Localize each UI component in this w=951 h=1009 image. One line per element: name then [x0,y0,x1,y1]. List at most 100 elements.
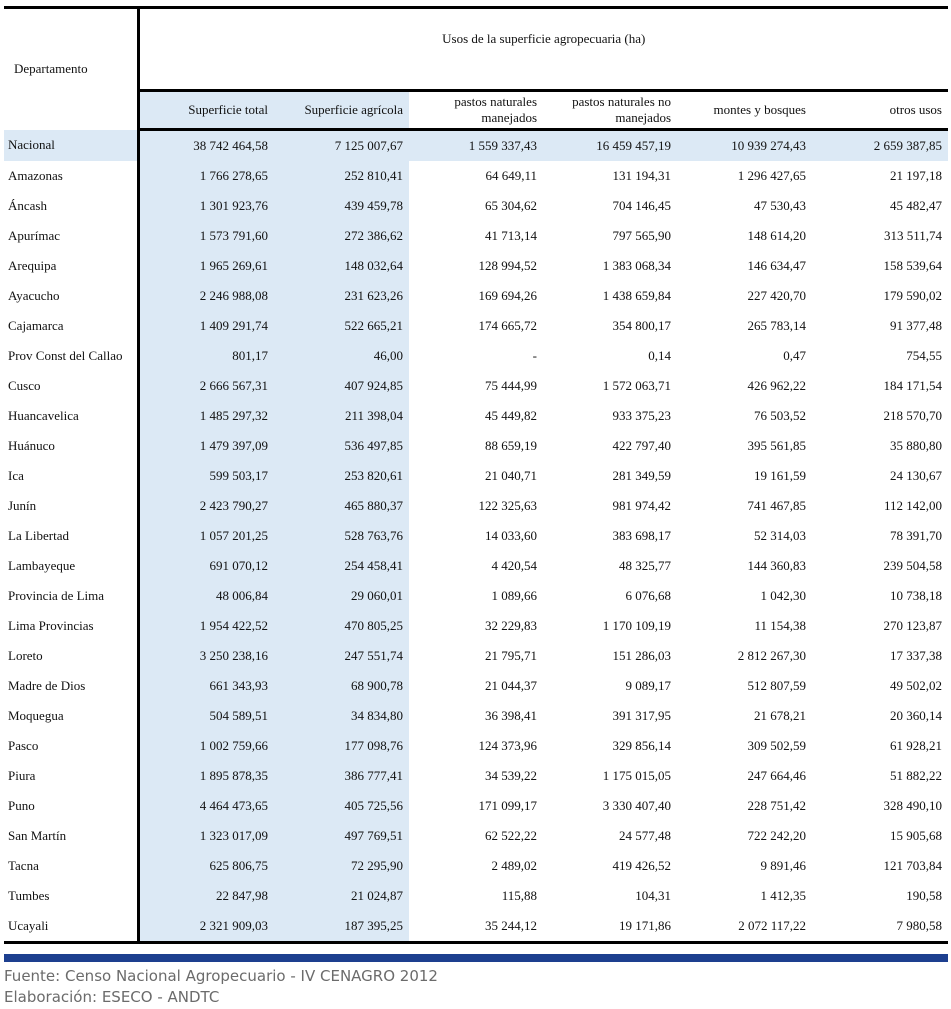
cell-value: 104,31 [635,888,671,903]
cell-departamento: Junín [4,491,140,521]
cell-value: 281 349,59 [612,468,672,483]
cell-value: 1 766 278,65 [138,161,274,191]
cell-departamento: La Libertad [4,521,140,551]
cell-value: 19 171,86 [543,911,677,944]
cell-departamento: Puno [4,791,140,821]
cell-departamento: Amazonas [4,161,140,191]
cell-value: 24 577,48 [619,828,671,843]
cell-departamento: Apurímac [4,221,140,251]
cell-value: 1 042,30 [760,588,807,603]
cell-value: 131 194,31 [612,168,672,183]
cell-value: 439 459,78 [274,191,409,221]
cell-value: 422 797,40 [612,438,672,453]
cell-departamento: Loreto [4,641,140,671]
header-montes-bosques: montes y bosques [677,90,812,131]
cell-value: 20 360,14 [890,708,942,723]
cell-value: 231 623,26 [274,281,409,311]
cell-value: 625 806,75 [138,851,274,881]
cell-value: 48 325,77 [619,558,671,573]
cell-value: 1 002 759,66 [138,731,274,761]
cell-value: 309 502,59 [747,738,807,753]
cell-value: 395 561,85 [747,438,807,453]
cell-value: 24 130,67 [890,468,942,483]
cell-value: 512 807,59 [747,678,807,693]
cell-value: 91 377,48 [890,318,942,333]
cell-value: 2 423 790,27 [138,491,274,521]
cell-value: 254 458,41 [274,551,409,581]
cell-departamento: Piura [4,761,140,791]
table-row: Provincia de Lima 48 006,84 29 060,01 1 089… [4,581,948,611]
cell-value: 3 250 238,16 [138,641,274,671]
cell-value: 75 444,99 [485,378,537,393]
cell-value: 497 769,51 [274,821,409,851]
table-row: Ica 599 503,17 253 820,61 21 040,71 281 349,… [4,461,948,491]
table-row: Huancavelica 1 485 297,32 211 398,04 45 449… [4,401,948,431]
table-row: Cajamarca 1 409 291,74 522 665,21 174 665,7… [4,311,948,341]
cell-value: 661 343,93 [138,671,274,701]
cell-departamento: Tacna [4,851,140,881]
table-row: Tacna 625 806,75 72 295,90 2 489,02 419 426,… [4,851,948,881]
table-row: Loreto 3 250 238,16 247 551,74 21 795,71 151… [4,641,948,671]
cell-value: 121 703,84 [883,858,943,873]
header-group-usos: Usos de la superficie agropecuaria (ha) [138,6,948,92]
cell-value: 115,88 [501,888,537,903]
table-row: Junín 2 423 790,27 465 880,37 122 325,63 981… [4,491,948,521]
cell-value: 187 395,25 [274,911,409,944]
cell-value: 741 467,85 [747,498,807,513]
cell-value: 270 123,87 [883,618,943,633]
cell-value: 1 170 109,19 [602,618,671,633]
cell-value: 1 438 659,84 [602,288,671,303]
cell-value: 1 572 063,71 [602,378,671,393]
cell-value: 21 197,18 [890,168,942,183]
cell-value: 981 974,42 [612,498,672,513]
cell-value: 19 161,59 [754,468,806,483]
cell-value: 78 391,70 [890,528,942,543]
cell-value: 88 659,19 [485,438,537,453]
cell-value: 1 559 337,43 [409,129,543,161]
cell-departamento: Ayacucho [4,281,140,311]
cell-departamento: Cajamarca [4,311,140,341]
header-superficie-agricola: Superficie agrícola [274,90,409,131]
cell-value: 405 725,56 [274,791,409,821]
cell-value: 61 928,21 [890,738,942,753]
cell-departamento: Nacional [4,129,140,161]
land-use-table: Departamento Usos de la superficie agrop… [4,6,948,944]
cell-value: 2 812 267,30 [737,648,806,663]
table-row: Arequipa 1 965 269,61 148 032,64 128 994,52… [4,251,948,281]
cell-departamento: Moquegua [4,701,140,731]
cell-departamento: Huánuco [4,431,140,461]
cell-value: 21 044,37 [485,678,537,693]
cell-value: 7 980,58 [812,911,948,944]
cell-value: 146 634,47 [747,258,807,273]
cell-value: 247 664,46 [747,768,807,783]
cell-value: 329 856,14 [612,738,672,753]
table-row: Lima Provincias 1 954 422,52 470 805,25 32 … [4,611,948,641]
cell-value: 48 006,84 [138,581,274,611]
cell-departamento: Arequipa [4,251,140,281]
cell-value: 62 522,22 [485,828,537,843]
cell-value: 704 146,45 [612,198,672,213]
cell-value: 76 503,52 [754,408,806,423]
cell-value: 247 551,74 [274,641,409,671]
table-row: Puno 4 464 473,65 405 725,56 171 099,17 3 33… [4,791,948,821]
table-row: Cusco 2 666 567,31 407 924,85 75 444,99 1 57… [4,371,948,401]
cell-value: 35 880,80 [890,438,942,453]
cell-value: 21 795,71 [485,648,537,663]
cell-value: 9 089,17 [625,678,672,693]
cell-value: 1 383 068,34 [602,258,671,273]
cell-value: 2 072 117,22 [677,911,812,944]
table-row: Apurímac 1 573 791,60 272 386,62 41 713,14 7… [4,221,948,251]
cell-value: 34 834,80 [274,701,409,731]
cell-value: 112 142,00 [883,498,942,513]
cell-value: 177 098,76 [274,731,409,761]
cell-value: 1 479 397,09 [138,431,274,461]
cell-value: 253 820,61 [274,461,409,491]
cell-value: 148 614,20 [747,228,807,243]
cell-departamento: Ica [4,461,140,491]
table-row: Lambayeque 691 070,12 254 458,41 4 420,54 48… [4,551,948,581]
header-pastos-no-manejados: pastos naturales no manejados [543,90,677,131]
cell-value: 171 099,17 [478,798,538,813]
cell-value: 354 800,17 [612,318,672,333]
cell-value: 1 954 422,52 [138,611,274,641]
cell-value: 313 511,74 [883,228,942,243]
